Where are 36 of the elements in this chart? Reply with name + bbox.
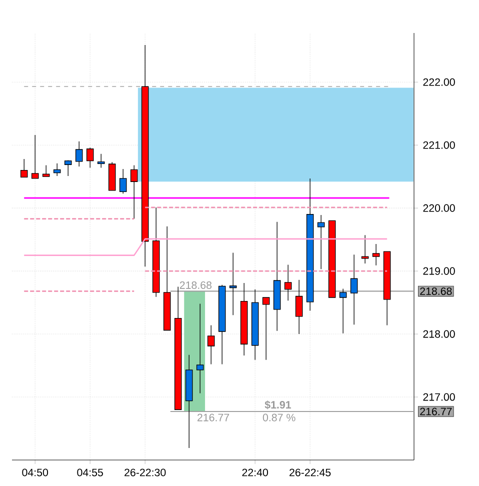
candlestick <box>196 303 204 394</box>
candlestick <box>306 178 314 312</box>
ref-line-label: 216.77 <box>420 408 452 416</box>
candlestick <box>350 254 358 325</box>
candlestick <box>372 244 380 266</box>
candlestick <box>339 288 347 334</box>
candlestick <box>295 280 303 334</box>
x-tick-label: 26-22:30 <box>124 468 166 476</box>
annotation: 218.68 <box>180 281 212 289</box>
candlestick <box>152 207 160 298</box>
candlestick <box>240 282 248 356</box>
y-tick-label: 222.00 <box>423 78 455 86</box>
candlestick <box>218 284 226 365</box>
candlestick <box>361 234 369 264</box>
y-tick-label: 218.00 <box>423 330 455 338</box>
candlestick <box>64 160 72 176</box>
annotation: 216.77 <box>198 414 230 422</box>
x-tick-label: 22:40 <box>242 468 268 476</box>
candlestick <box>284 264 292 301</box>
x-tick-label: 04:55 <box>77 468 103 476</box>
x-tick-label: 04:50 <box>22 468 48 476</box>
candlestick <box>229 252 237 316</box>
annotation: 0.87 % <box>262 414 296 422</box>
candlestick <box>207 324 215 365</box>
x-tick-label: 26-22:45 <box>290 468 331 476</box>
candlestick <box>317 214 325 270</box>
annotation: $1.91 <box>264 400 291 410</box>
y-tick-label: 217.00 <box>423 393 455 401</box>
y-tick-label: 219.00 <box>423 267 455 275</box>
y-tick-label: 221.00 <box>423 141 455 149</box>
ref-line-label: 218.68 <box>420 287 452 295</box>
candlestick <box>273 222 281 332</box>
y-tick-label: 220.00 <box>423 204 455 212</box>
candlestick <box>141 44 149 267</box>
candlestick <box>185 354 193 448</box>
candlestick <box>251 288 259 360</box>
